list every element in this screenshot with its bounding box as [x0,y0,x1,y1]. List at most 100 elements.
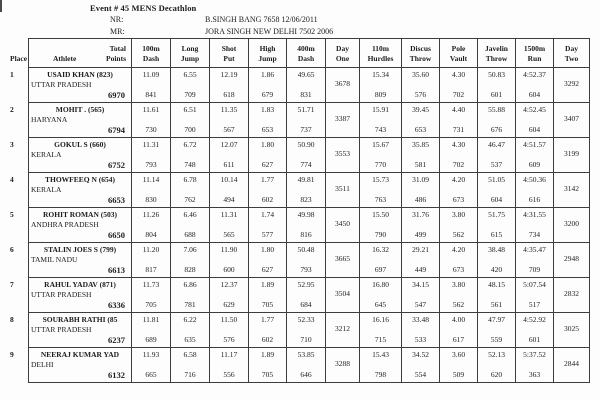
event-cell: 15.67 770 [359,137,401,172]
event-cell: 6.46 688 [170,207,209,242]
event-cell: 4.30 702 [439,137,477,172]
event-mark: 1.83 [260,105,275,114]
event-cell: 16.32 697 [359,242,401,277]
event-mark: 10.14 [220,175,238,184]
event-cell: 4:35.47 709 [515,242,553,277]
event-mark: 12.19 [220,70,238,79]
header-event-8: Pole Vault [439,38,477,67]
event-mark: 31.09 [412,175,429,184]
event-points: 730 [145,125,157,134]
event-cell: 4:52.45 604 [515,102,553,137]
athlete-state: KERALA [31,150,62,159]
event-points: 363 [528,370,541,379]
athlete-name: STALIN JOES S (799) [43,245,117,254]
event-mark: 5:37.52 [523,350,546,359]
event-mark: 6.22 [183,315,197,324]
header-event-line2: One [335,53,350,63]
event-cell: 3.80 562 [439,207,477,242]
event-points: 679 [261,90,274,99]
header-event-3: High Jump [248,38,286,67]
header-event-line2: Put [223,53,235,63]
event-points: 554 [414,370,427,379]
event-cell: 12.37 629 [209,277,248,312]
event-points: 602 [261,195,274,204]
event-mark: 15.50 [372,210,389,219]
athlete-state: HARYANA [31,115,68,124]
event-mark: 12.37 [220,280,238,289]
event-mark: 52.33 [297,315,315,324]
event-cell: 49.98 816 [286,207,325,242]
event-cell: 6.22 635 [170,312,209,347]
event-cell: 4.20 673 [439,172,477,207]
event-cell: 34.52 554 [401,347,439,383]
event-mark: 12.07 [220,140,238,149]
place-cell: 3 [10,140,14,149]
event-cell: 3.80 562 [439,277,477,312]
event-mark: 11.61 [142,105,160,114]
event-mark: 4.20 [451,245,466,254]
table-header-row: Place Athlete Total Points 100m Dash Long J… [6,38,590,67]
header-athlete-total: Athlete Total Points [28,38,131,67]
event-cell: 11.31 565 [209,207,248,242]
athlete-state: UTTAR PRADESH [31,80,92,89]
header-place: Place [6,38,28,67]
event-cell: 51.05 604 [477,172,515,207]
event-cell: 50.48 793 [286,242,325,277]
event-cell: 6.58 716 [170,347,209,383]
event-cell: 10.14 494 [209,172,248,207]
header-place-label: Place [10,53,28,63]
event-points: 449 [414,265,427,274]
event-cell: 11.73 705 [131,277,170,312]
athlete-name: NEERAJ KUMAR YAD [40,350,120,359]
event-cell: 1.89 705 [248,277,286,312]
athlete-cell: USAID KHAN (823) UTTAR PRADESH 6970 [28,67,131,102]
event-points: 620 [490,370,503,379]
header-event-line1: Discus [410,44,431,53]
header-event-5: Day One [325,38,359,67]
table-row: 3 GOKUL S (660) KERALA 6752 11.31 793 6.72 748 1… [6,137,590,172]
event-cell: 15.34 809 [359,67,401,102]
event-cell: 39.45 653 [401,102,439,137]
table-row: 2 MOHIT . (565) HARYANA 6794 11.61 730 6.51 700… [6,102,590,137]
event-points: 665 [145,370,157,379]
day-two-total-cell: 2832 [553,277,590,312]
event-mark: 35.60 [412,70,429,79]
athlete-name: MOHIT . (565) [55,105,105,114]
event-mark: 11.93 [142,350,160,359]
event-points: 731 [452,125,465,134]
event-cell: 52.13 620 [477,347,515,383]
event-cell: 7.06 828 [170,242,209,277]
event-points: 561 [490,300,503,309]
event-points: 816 [300,230,312,239]
event-cell: 35.60 576 [401,67,439,102]
event-cell: 4.00 617 [439,312,477,347]
results-table: Place Athlete Total Points 100m Dash Long J… [6,38,590,383]
event-cell: 1.80 627 [248,137,286,172]
event-cell: 4:52.37 604 [515,67,553,102]
event-points: 581 [414,160,427,169]
event-mark: 1.77 [260,315,275,324]
event-mark: 1.89 [260,280,275,289]
event-mark: 4.40 [451,105,466,114]
event-cell: 15.50 790 [359,207,401,242]
event-mark: 5:07.54 [523,280,546,289]
event-mark: 4.30 [451,140,466,149]
header-event-line2: Jump [258,53,277,63]
event-cell: 51.75 615 [477,207,515,242]
event-points: 559 [490,335,503,344]
place-cell: 9 [10,350,14,359]
event-points: 705 [145,300,157,309]
event-cell: 11.17 556 [209,347,248,383]
event-mark: 47.97 [488,315,505,324]
header-event-line1: Day [565,44,578,53]
header-event-11: Day Two [553,38,590,67]
event-points: 673 [452,265,465,274]
event-mark: 6.55 [183,70,197,79]
event-mark: 15.73 [372,175,389,184]
event-mark: 15.34 [372,70,389,79]
event-points: 577 [261,230,274,239]
event-points: 547 [414,300,427,309]
athlete-cell: NEERAJ KUMAR YAD DELHI 6132 [28,347,131,383]
event-cell: 1.74 577 [248,207,286,242]
event-mark: 1.80 [260,140,275,149]
